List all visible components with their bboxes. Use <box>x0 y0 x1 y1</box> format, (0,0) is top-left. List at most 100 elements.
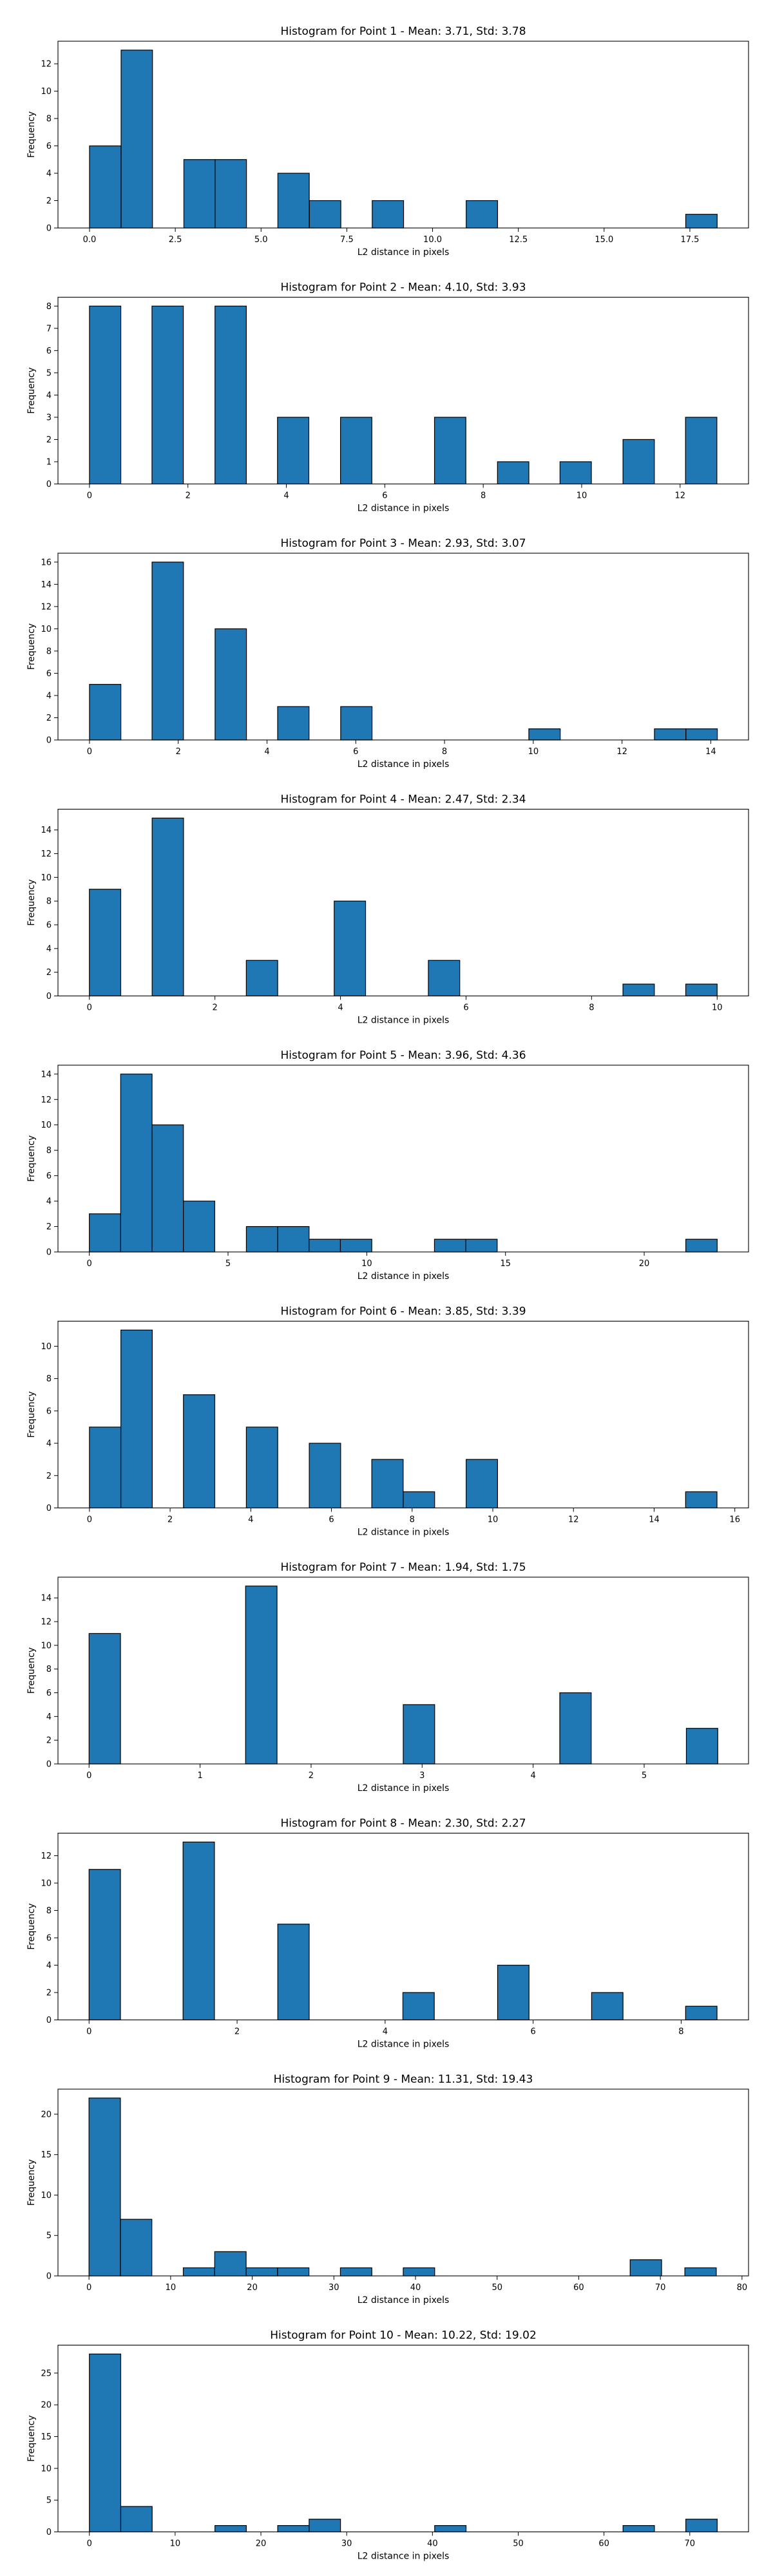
histogram-bar <box>465 1238 498 1253</box>
histogram-bar <box>245 1586 278 1765</box>
x-tick-label: 6 <box>531 2027 536 2037</box>
histogram-bar <box>151 305 184 485</box>
histogram-bar <box>434 417 466 485</box>
histogram-bar <box>309 1443 341 1509</box>
plot-frame <box>57 1832 749 2021</box>
y-tick-label: 3 <box>46 413 52 422</box>
x-tick-label: 14 <box>649 1515 660 1525</box>
histogram-panel: Histogram for Point 8 - Mean: 2.30, Std:… <box>26 1817 749 2050</box>
y-tick-label: 5 <box>46 2496 52 2506</box>
x-tick-label: 0 <box>87 1003 92 1013</box>
y-tick-label: 6 <box>46 1689 52 1698</box>
x-tick-label: 15.0 <box>595 235 613 245</box>
histogram-bar <box>89 145 122 229</box>
y-tick-label: 8 <box>46 647 52 656</box>
x-tick-label: 14 <box>705 747 716 757</box>
x-axis-label: L2 distance in pixels <box>358 1528 450 1538</box>
histogram-panel: Histogram for Point 2 - Mean: 4.10, Std:… <box>26 281 749 514</box>
x-tick-label: 4 <box>248 1515 253 1525</box>
histogram-bar <box>277 173 310 229</box>
y-tick-label: 2 <box>46 435 52 445</box>
histogram-bar <box>120 1329 153 1509</box>
histogram-bar <box>622 983 655 997</box>
y-tick-label: 8 <box>46 1665 52 1674</box>
x-tick-label: 80 <box>737 2283 748 2293</box>
y-axis-label: Frequency <box>26 2159 37 2206</box>
y-tick-label: 0 <box>46 2016 52 2025</box>
histogram-bar <box>309 2519 341 2533</box>
plot-frame <box>57 41 749 229</box>
y-tick-label: 0 <box>46 480 52 489</box>
x-tick-label: 0 <box>87 1515 92 1525</box>
y-tick-label: 12 <box>41 1852 52 1861</box>
histogram-bar <box>685 1728 718 1765</box>
histogram-bar <box>277 706 310 741</box>
y-tick-label: 12 <box>41 1618 52 1627</box>
histogram-bar <box>245 960 278 997</box>
histogram-bar <box>428 960 461 997</box>
y-tick-label: 0 <box>46 224 52 234</box>
y-tick-label: 4 <box>46 1197 52 1207</box>
y-axis-label: Frequency <box>26 367 37 413</box>
x-tick-label: 10 <box>170 2539 181 2549</box>
x-tick-label: 8 <box>589 1003 594 1013</box>
x-tick-label: 2 <box>176 747 181 757</box>
x-tick-label: 3 <box>419 1771 425 1781</box>
x-tick-label: 0 <box>87 1259 92 1269</box>
x-tick-label: 60 <box>573 2283 584 2293</box>
x-tick-label: 50 <box>513 2539 524 2549</box>
y-tick-label: 5 <box>46 2231 52 2241</box>
histogram-bar <box>402 1992 435 2021</box>
y-tick-label: 8 <box>46 1906 52 1916</box>
x-tick-label: 0 <box>86 2027 91 2037</box>
chart-title: Histogram for Point 7 - Mean: 1.94, Std:… <box>280 1561 526 1574</box>
x-tick-label: 17.5 <box>680 235 699 245</box>
histogram-bar <box>466 1459 498 1509</box>
y-tick-label: 15 <box>41 2432 52 2442</box>
y-tick-label: 12 <box>41 1095 52 1105</box>
x-axis-label: L2 distance in pixels <box>358 2552 450 2562</box>
x-tick-label: 2 <box>186 491 191 501</box>
histogram-bar <box>183 1394 216 1509</box>
histogram-bar <box>403 1704 435 1765</box>
histogram-bar <box>88 1633 121 1765</box>
y-tick-label: 14 <box>41 1070 52 1079</box>
y-tick-label: 0 <box>46 736 52 746</box>
x-tick-label: 5 <box>225 1259 231 1269</box>
x-tick-label: 20 <box>639 1259 650 1269</box>
histogram-bar <box>339 2267 372 2277</box>
histogram-bar <box>403 1491 435 1509</box>
histogram-bar <box>684 2267 717 2277</box>
x-tick-label: 16 <box>729 1515 740 1525</box>
histogram-bar <box>214 2251 247 2277</box>
x-tick-label: 12 <box>675 491 686 501</box>
histogram-bar <box>466 200 499 229</box>
chart-title: Histogram for Point 4 - Mean: 2.47, Std:… <box>280 793 526 806</box>
y-tick-label: 2 <box>46 1736 52 1746</box>
x-tick-label: 2 <box>167 1515 173 1525</box>
y-tick-label: 6 <box>46 921 52 931</box>
y-tick-label: 6 <box>46 142 52 151</box>
histogram-bar <box>434 1238 466 1253</box>
y-axis-label: Frequency <box>26 623 37 670</box>
x-tick-label: 20 <box>256 2539 267 2549</box>
y-axis-label: Frequency <box>26 1135 37 1182</box>
x-tick-label: 5.0 <box>254 235 268 245</box>
x-tick-label: 4 <box>338 1003 343 1013</box>
x-tick-label: 12.5 <box>509 235 528 245</box>
x-tick-label: 10 <box>166 2283 177 2293</box>
x-tick-label: 10 <box>528 747 539 757</box>
histogram-bar <box>88 1869 121 2021</box>
histogram-bar <box>434 2525 467 2533</box>
histogram-bar <box>309 200 341 229</box>
histogram-bar <box>403 2267 435 2277</box>
histogram-bar <box>215 628 247 741</box>
histogram-bar <box>89 889 122 997</box>
y-tick-label: 10 <box>41 1342 52 1352</box>
y-tick-label: 16 <box>41 558 52 567</box>
histogram-bar <box>245 1426 278 1509</box>
x-tick-label: 40 <box>427 2539 438 2549</box>
histogram-bar <box>151 562 184 741</box>
y-tick-label: 4 <box>46 1439 52 1449</box>
y-tick-label: 0 <box>46 1504 52 1513</box>
